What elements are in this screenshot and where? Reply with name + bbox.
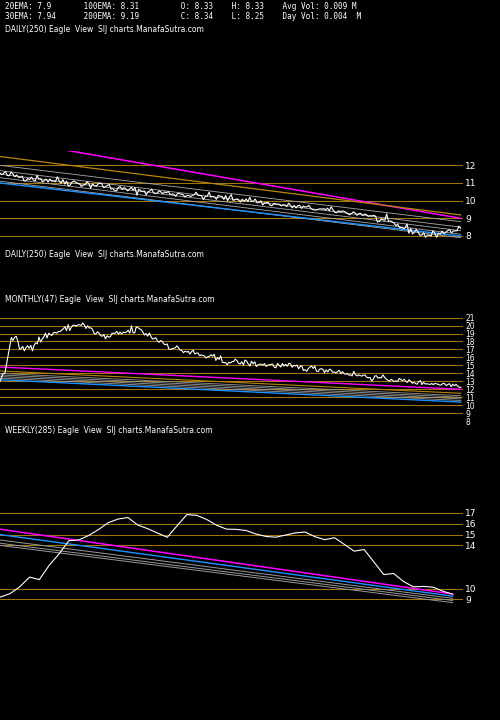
- Text: 30EMA: 7.94      200EMA: 9.19         C: 8.34    L: 8.25    Day Vol: 0.004  M: 30EMA: 7.94 200EMA: 9.19 C: 8.34 L: 8.25…: [5, 12, 361, 21]
- Text: MONTHLY(47) Eagle  View  SIJ charts.ManafaSutra.com: MONTHLY(47) Eagle View SIJ charts.Manafa…: [5, 295, 214, 304]
- Text: WEEKLY(285) Eagle  View  SIJ charts.ManafaSutra.com: WEEKLY(285) Eagle View SIJ charts.Manafa…: [5, 426, 212, 435]
- Text: 20EMA: 7.9       100EMA: 8.31         O: 8.33    H: 8.33    Avg Vol: 0.009 M: 20EMA: 7.9 100EMA: 8.31 O: 8.33 H: 8.33 …: [5, 2, 356, 11]
- Text: DAILY(250) Eagle  View  SIJ charts.ManafaSutra.com: DAILY(250) Eagle View SIJ charts.ManafaS…: [5, 25, 204, 34]
- Text: DAILY(250) Eagle  View  SIJ charts.ManafaSutra.com: DAILY(250) Eagle View SIJ charts.ManafaS…: [5, 250, 204, 258]
